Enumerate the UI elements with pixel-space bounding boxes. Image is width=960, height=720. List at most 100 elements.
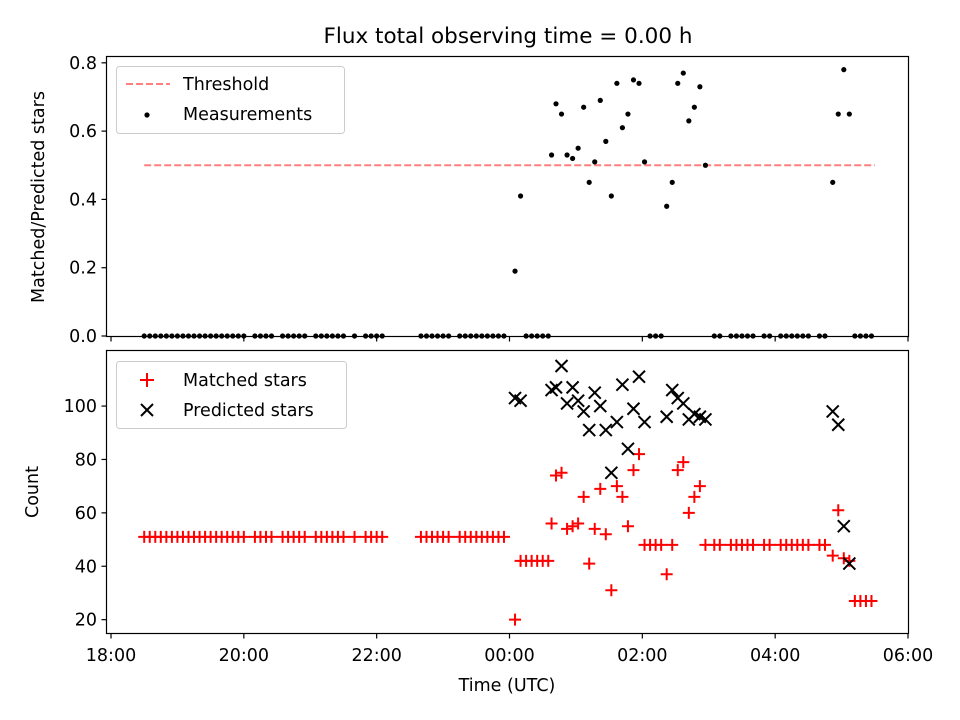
predicted-star-point	[615, 378, 630, 392]
matched-star-point	[818, 538, 831, 551]
matched-star-point	[655, 538, 668, 551]
matched-star-point	[509, 613, 522, 626]
x-tick-label: 06:00	[883, 646, 933, 666]
predicted-star-point	[593, 399, 607, 413]
y-tick-label: 0.6	[69, 122, 97, 142]
predicted-star-point	[554, 359, 569, 373]
measurement-point	[630, 77, 637, 83]
matched-star-point	[542, 554, 555, 567]
matched-star-point	[566, 520, 579, 533]
matched-star-point	[572, 517, 585, 530]
predicted-star-point	[665, 383, 679, 397]
matched-star-point	[666, 538, 679, 551]
measurement-point	[664, 203, 670, 209]
matched-star-point	[802, 538, 815, 551]
predicted-star-point	[576, 404, 591, 419]
top-legend-box	[116, 66, 345, 134]
measurement-point	[553, 101, 559, 107]
measurement-point	[675, 80, 681, 86]
matched-star-point	[337, 530, 350, 543]
x-axis-label: Time (UTC)	[458, 676, 556, 696]
matched-star-point	[688, 490, 701, 503]
matched-star-point	[616, 490, 629, 503]
predicted-star-point	[837, 519, 851, 533]
matched-star-point	[594, 482, 607, 495]
matched-star-point	[298, 530, 311, 543]
matched-star-point	[865, 594, 878, 607]
predicted-star-point	[637, 415, 652, 429]
predicted-star-point	[826, 404, 840, 419]
y-tick-label: 0.8	[69, 54, 97, 74]
matched-star-point	[577, 490, 590, 503]
legend-predicted-label: Predicted stars	[183, 401, 314, 421]
predicted-star-point	[588, 386, 602, 400]
x-tick-label: 22:00	[351, 646, 401, 666]
x-tick-label: 04:00	[750, 646, 800, 666]
measurement-point	[603, 138, 609, 144]
legend-matched-swatch	[140, 373, 154, 387]
predicted-star-point	[610, 415, 624, 429]
y-tick-label: 60	[75, 504, 97, 524]
measurement-point	[686, 118, 692, 124]
legend-measurements-label: Measurements	[183, 105, 312, 125]
predicted-star-point	[626, 402, 641, 416]
measurement-point	[846, 111, 852, 117]
predicted-star-point	[604, 466, 619, 480]
matched-star-point	[621, 520, 634, 533]
matched-star-point	[671, 464, 684, 477]
matched-star-point	[348, 530, 361, 543]
measurement-point	[702, 162, 709, 168]
matched-star-point	[497, 530, 510, 543]
measurement-point	[517, 193, 524, 199]
bottom-x-ticks: 18:00 20:00 22:00 00:00 02:00 04:00 06:00	[86, 633, 933, 666]
top-y-ticks: 0.0 0.2 0.4 0.6 0.8	[69, 54, 107, 347]
top-x-ticks	[110, 336, 909, 342]
matched-star-point	[599, 528, 612, 541]
matched-star-point	[442, 530, 455, 543]
bottom-y-axis-label: Count	[23, 466, 43, 518]
measurement-point	[548, 152, 555, 158]
matched-star-point	[376, 530, 389, 543]
measurement-point	[592, 159, 598, 165]
bottom-plot-marks	[138, 359, 878, 626]
predicted-star-point	[565, 380, 580, 395]
y-tick-label: 20	[75, 611, 97, 631]
predicted-star-point	[560, 396, 574, 411]
measurement-point	[830, 179, 836, 185]
y-tick-label: 0.2	[69, 259, 97, 279]
matched-star-point	[583, 557, 596, 570]
matched-star-point	[832, 504, 845, 517]
measurement-point	[512, 268, 518, 274]
measurement-point	[835, 111, 841, 117]
predicted-star-point	[582, 423, 596, 437]
legend-matched-label: Matched stars	[183, 371, 307, 391]
matched-star-point	[627, 464, 640, 477]
y-tick-label: 100	[64, 397, 97, 417]
predicted-star-point	[676, 396, 690, 411]
top-y-axis-label: Matched/Predicted stars	[29, 91, 49, 303]
measurement-point	[608, 193, 614, 199]
chart-title: Flux total observing time = 0.00 h	[324, 24, 693, 49]
predicted-star-point	[571, 394, 585, 408]
predicted-star-point	[621, 442, 635, 456]
matched-star-point	[677, 456, 690, 469]
x-tick-label: 20:00	[219, 646, 269, 666]
matched-star-point	[693, 480, 706, 493]
x-tick-label: 18:00	[86, 646, 136, 666]
y-tick-label: 0.0	[69, 327, 97, 347]
legend-measurements-swatch	[144, 112, 150, 118]
matched-star-point	[682, 506, 695, 519]
measurement-point	[614, 80, 620, 86]
measurement-point	[680, 70, 686, 76]
matched-star-point	[826, 549, 839, 562]
matched-star-point	[763, 538, 776, 551]
measurement-point	[641, 159, 648, 165]
predicted-star-point	[842, 556, 857, 571]
bottom-legend: Matched stars Predicted stars	[116, 361, 347, 429]
measurement-point	[619, 125, 626, 131]
bottom-plot-frame	[105, 349, 910, 635]
matched-star-point	[610, 480, 623, 493]
predicted-star-point	[831, 418, 845, 432]
measurement-point	[558, 111, 565, 117]
measurement-point	[564, 152, 570, 158]
